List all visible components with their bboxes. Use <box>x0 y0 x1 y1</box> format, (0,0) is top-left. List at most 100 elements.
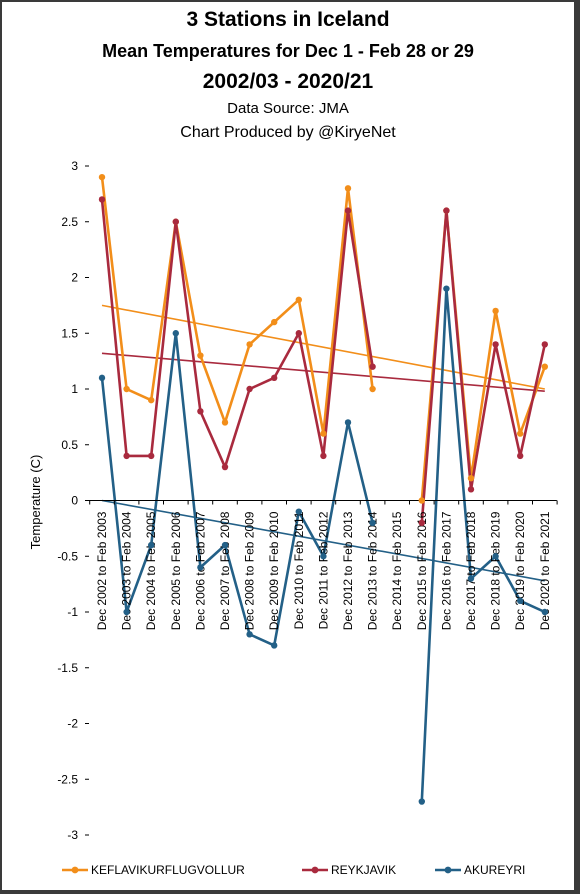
legend-label: KEFLAVIKURFLUGVOLLUR <box>91 863 245 877</box>
y-tick-label: 3 <box>71 159 78 173</box>
chart-producer-note: Chart Produced by @KiryeNet <box>180 124 396 141</box>
y-tick-label: 1.5 <box>61 326 78 340</box>
data-point <box>295 508 302 515</box>
y-tick-label: -2.5 <box>57 772 78 786</box>
data-point <box>418 519 425 526</box>
series-line <box>420 209 547 501</box>
x-category-label: Dec 2018 to Feb 2019 <box>489 511 503 630</box>
x-category-label: Dec 2017 to Feb 2018 <box>464 511 478 630</box>
x-category-label: Dec 2013 to Feb 2014 <box>366 511 380 630</box>
chart-subtitle-period: Mean Temperatures for Dec 1 - Feb 28 or … <box>102 41 474 61</box>
data-point <box>172 218 179 225</box>
legend-marker <box>71 866 79 874</box>
data-point <box>369 519 376 526</box>
data-point <box>148 452 155 460</box>
data-point <box>123 385 130 393</box>
data-point <box>467 486 475 493</box>
data-point <box>271 374 278 382</box>
series-line <box>420 209 547 523</box>
data-point <box>418 497 425 504</box>
y-tick-label: 0.5 <box>61 438 78 452</box>
y-tick-label: -0.5 <box>57 549 78 563</box>
data-point <box>344 419 352 426</box>
data-point <box>443 207 450 214</box>
data-point <box>344 185 352 192</box>
y-tick-label: -1 <box>67 605 78 619</box>
data-point <box>541 363 548 370</box>
x-category-label: Dec 2011 to Feb 2012 <box>316 511 330 629</box>
chart-frame: 3 Stations in Iceland Mean Temperatures … <box>2 2 574 890</box>
data-point <box>295 296 302 303</box>
data-source-note: Data Source: JMA <box>227 100 349 117</box>
data-point <box>467 475 475 482</box>
y-tick-label: 0 <box>71 494 78 508</box>
y-tick-label: -3 <box>67 828 78 842</box>
data-point <box>246 631 253 638</box>
x-category-label: Dec 2012 to Feb 2013 <box>341 511 355 630</box>
data-point <box>369 363 376 370</box>
legend-marker <box>311 866 319 874</box>
x-category-label: Dec 2019 to Feb 2020 <box>513 511 527 630</box>
data-point <box>197 564 204 571</box>
data-point <box>271 642 278 649</box>
data-point <box>148 541 155 549</box>
x-category-label: Dec 2015 to Feb 2016 <box>415 511 429 630</box>
series-line <box>100 199 374 469</box>
data-point <box>320 452 327 460</box>
x-category-label: Dec 2004 to Feb 2005 <box>144 511 158 630</box>
data-point <box>295 330 302 337</box>
data-point <box>492 341 499 348</box>
x-category-label: Dec 2003 to Feb 2004 <box>120 511 134 630</box>
x-category-label: Dec 2005 to Feb 2006 <box>169 511 183 630</box>
x-category-label: Dec 2008 to Feb 2009 <box>243 511 257 630</box>
y-tick-label: 2.5 <box>61 215 78 229</box>
data-point <box>443 285 450 292</box>
x-category-label: Dec 2010 to Feb 2011 <box>292 511 306 629</box>
data-point <box>517 452 524 460</box>
data-point <box>271 318 278 326</box>
data-point <box>517 430 524 437</box>
data-point <box>492 307 499 315</box>
data-point <box>246 385 253 393</box>
data-point <box>418 798 425 805</box>
data-point <box>172 330 179 337</box>
line-chart: 3 2.5 2 1.5 1 0.5 0 -0.5 -1 -1.5 -2 -2.5 -3 Dec 2002… <box>28 159 558 877</box>
x-category-label: Dec 2006 to Feb 2007 <box>193 511 207 630</box>
data-point <box>123 608 130 616</box>
y-tick-label: 1 <box>71 382 78 396</box>
data-point <box>221 541 229 549</box>
data-point <box>492 553 499 560</box>
data-point <box>98 374 106 382</box>
x-category-label: Dec 2007 to Feb 2008 <box>218 511 232 630</box>
data-point <box>320 430 327 437</box>
legend-marker <box>444 866 452 874</box>
data-point <box>369 385 376 393</box>
data-point <box>148 396 155 404</box>
data-point <box>541 341 548 348</box>
y-tick-label: 2 <box>71 271 78 285</box>
data-point <box>123 452 130 460</box>
chart-subtitle-years: 2002/03 - 2020/21 <box>202 70 374 93</box>
trend-line <box>101 304 545 390</box>
series-line <box>100 331 374 647</box>
y-axis-label: Temperature (C) <box>28 455 43 550</box>
series-line <box>420 287 546 802</box>
data-point <box>221 419 229 426</box>
data-point <box>517 597 524 605</box>
x-category-label: Dec 2002 to Feb 2003 <box>95 511 109 630</box>
series-line <box>100 177 374 435</box>
x-category-label: Dec 2014 to Feb 2015 <box>390 511 404 630</box>
x-category-label: Dec 2020 to Feb 2021 <box>538 511 552 630</box>
data-point <box>541 608 548 616</box>
data-point <box>320 553 327 560</box>
data-point <box>467 575 475 582</box>
data-point <box>221 463 229 471</box>
trend-line <box>101 352 545 393</box>
chart-title: 3 Stations in Iceland <box>186 8 390 31</box>
x-category-label: Dec 2016 to Feb 2017 <box>439 511 453 630</box>
data-point <box>197 408 204 415</box>
data-point <box>98 196 106 203</box>
y-tick-label: -1.5 <box>57 661 78 675</box>
data-point <box>197 352 204 359</box>
legend-label: REYKJAVIK <box>331 863 396 877</box>
